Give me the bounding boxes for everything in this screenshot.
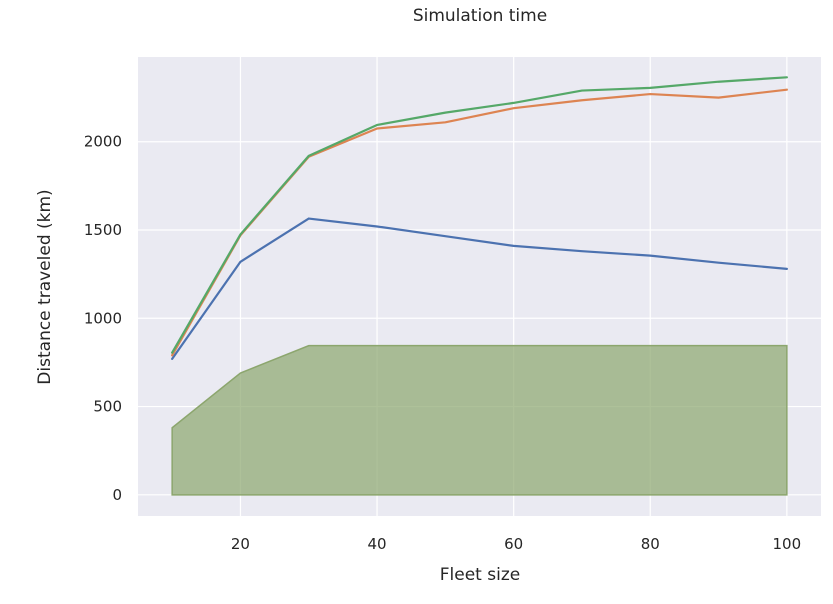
x-tick-labels: 20 40 60 80 100 <box>231 535 801 553</box>
x-tick-label: 20 <box>231 535 250 553</box>
x-tick-label: 60 <box>504 535 523 553</box>
area-layer <box>171 344 788 496</box>
y-tick-label: 1000 <box>84 309 122 327</box>
area-fill <box>171 344 788 496</box>
series-line-3 <box>171 76 788 354</box>
x-tick-label: 100 <box>773 535 802 553</box>
series-lines <box>171 76 788 360</box>
y-axis-label: Distance traveled (km) <box>35 189 55 384</box>
x-tick-label: 80 <box>641 535 660 553</box>
y-tick-labels: 0 500 1000 1500 2000 <box>84 133 122 504</box>
y-tick-label: 2000 <box>84 133 122 151</box>
y-tick-label: 0 <box>112 486 122 504</box>
y-tick-label: 500 <box>93 398 122 416</box>
y-tick-label: 1500 <box>84 221 122 239</box>
x-axis-label: Fleet size <box>440 565 520 585</box>
x-tick-label: 40 <box>368 535 387 553</box>
chart-title: Simulation time <box>413 6 547 26</box>
series-line-1 <box>171 217 788 360</box>
